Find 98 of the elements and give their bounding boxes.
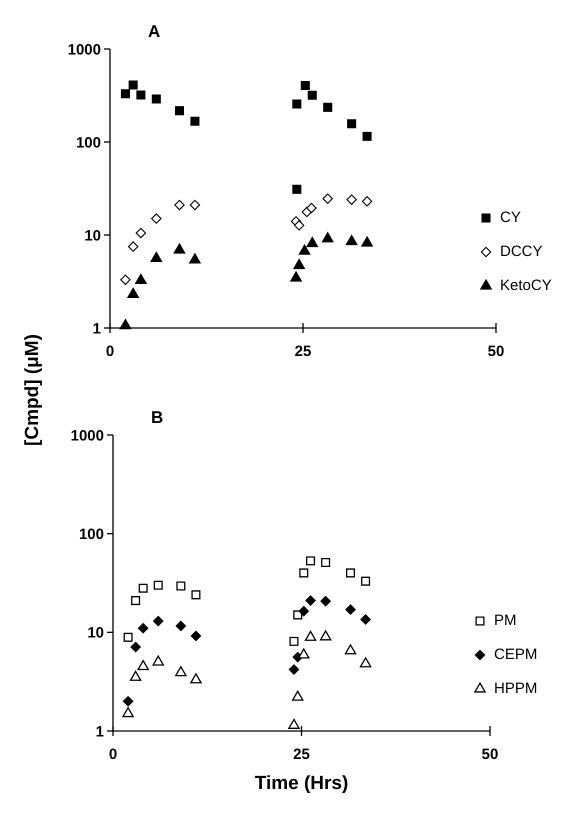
chart-title: A	[148, 22, 160, 41]
point	[190, 200, 200, 210]
point	[150, 252, 162, 262]
point	[151, 213, 162, 224]
point	[345, 604, 356, 615]
x-tick-label: 25	[293, 746, 310, 763]
y-tick-label: 1000	[68, 41, 101, 58]
chart-title: B	[151, 408, 164, 427]
point	[136, 90, 146, 100]
point	[346, 194, 357, 205]
point	[299, 568, 308, 578]
legend-label: PM	[494, 612, 516, 629]
point	[190, 630, 202, 642]
point	[124, 632, 133, 642]
point	[320, 596, 331, 606]
point	[300, 80, 310, 90]
point	[294, 220, 304, 231]
point	[293, 610, 302, 620]
point	[293, 258, 305, 270]
x-tick-label: 25	[294, 343, 312, 360]
point	[191, 590, 200, 600]
point	[362, 196, 372, 207]
point	[130, 642, 141, 652]
point	[120, 89, 130, 98]
legend-label: HPPM	[494, 680, 538, 697]
point	[138, 623, 148, 634]
point	[322, 232, 334, 242]
point	[323, 102, 332, 112]
point	[176, 620, 186, 632]
point	[360, 614, 371, 625]
point	[305, 595, 316, 606]
point	[190, 673, 202, 684]
point	[292, 100, 302, 109]
point	[174, 200, 185, 210]
point	[136, 228, 146, 238]
point	[304, 630, 316, 641]
point	[292, 184, 302, 194]
point	[361, 576, 370, 586]
point	[290, 271, 302, 282]
x-axis-title: Time (Hrs)	[254, 773, 348, 794]
x-tick-label: 0	[106, 343, 114, 360]
point	[175, 666, 187, 676]
point	[138, 584, 148, 593]
point	[308, 90, 317, 100]
point	[127, 288, 139, 298]
y-tick-label: 100	[78, 526, 104, 543]
legend-label: CY	[500, 209, 521, 226]
point	[120, 274, 131, 285]
y-tick-label: 10	[84, 227, 101, 244]
point	[190, 116, 200, 126]
y-tick-label: 1	[96, 723, 104, 740]
point	[130, 670, 142, 681]
y-tick-label: 1	[92, 320, 101, 338]
point	[306, 236, 318, 248]
y-tick-label: 1000	[70, 427, 104, 444]
point	[289, 636, 298, 646]
point	[153, 616, 164, 626]
point	[122, 707, 134, 718]
x-tick-label: 50	[482, 746, 498, 763]
point	[298, 244, 310, 255]
point	[362, 132, 372, 141]
point	[174, 243, 186, 254]
point	[347, 119, 356, 128]
point	[137, 660, 149, 670]
point	[298, 648, 310, 659]
legend-label: DCCY	[500, 243, 543, 260]
point	[360, 657, 372, 668]
point	[189, 253, 201, 264]
point	[292, 690, 304, 701]
point	[306, 202, 317, 214]
point	[176, 581, 186, 590]
x-tick-label: 50	[488, 343, 504, 360]
point	[288, 718, 300, 729]
point	[120, 319, 132, 330]
point	[128, 80, 138, 90]
point	[154, 580, 163, 590]
point	[361, 236, 373, 247]
point	[131, 596, 140, 606]
point	[152, 94, 161, 104]
point	[321, 558, 330, 568]
point	[135, 274, 147, 284]
point	[306, 556, 316, 566]
point	[152, 656, 164, 666]
point	[322, 193, 333, 204]
point	[128, 241, 138, 252]
point	[320, 630, 332, 640]
legend-label: KetoCY	[500, 277, 552, 294]
y-axis-title: [Cmpd] (μM)	[22, 334, 43, 446]
point	[346, 235, 358, 246]
y-tick-label: 10	[87, 624, 104, 642]
point	[344, 644, 356, 654]
point	[288, 664, 300, 675]
point	[174, 106, 184, 116]
point	[298, 606, 309, 616]
x-tick-label: 0	[108, 746, 118, 763]
y-tick-label: 100	[76, 134, 101, 152]
legend-label: CEPM	[494, 646, 538, 663]
point	[346, 568, 356, 578]
